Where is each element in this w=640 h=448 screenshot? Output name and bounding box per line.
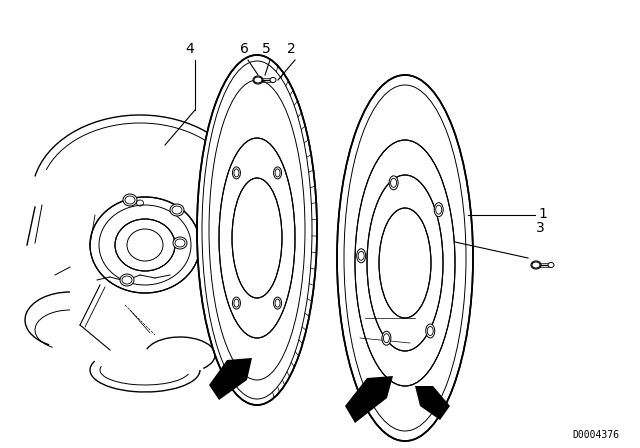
Ellipse shape xyxy=(197,55,317,405)
Ellipse shape xyxy=(90,197,200,293)
Ellipse shape xyxy=(337,75,473,441)
Ellipse shape xyxy=(232,167,241,179)
Text: 3: 3 xyxy=(536,221,545,235)
Polygon shape xyxy=(415,386,450,420)
Polygon shape xyxy=(209,358,252,400)
Ellipse shape xyxy=(273,297,282,309)
Text: 5: 5 xyxy=(262,42,270,56)
Ellipse shape xyxy=(123,194,137,206)
Text: 6: 6 xyxy=(239,42,248,56)
Ellipse shape xyxy=(382,331,391,345)
Ellipse shape xyxy=(219,138,295,338)
Ellipse shape xyxy=(273,167,282,179)
Polygon shape xyxy=(345,376,393,423)
Ellipse shape xyxy=(120,274,134,286)
Ellipse shape xyxy=(531,261,541,269)
Ellipse shape xyxy=(379,208,431,318)
Ellipse shape xyxy=(548,263,554,267)
Ellipse shape xyxy=(232,178,282,298)
Text: D0004376: D0004376 xyxy=(572,430,619,440)
Text: 2: 2 xyxy=(287,42,296,56)
Ellipse shape xyxy=(270,78,276,82)
Ellipse shape xyxy=(356,249,365,263)
Ellipse shape xyxy=(115,219,175,271)
Ellipse shape xyxy=(434,202,444,217)
Ellipse shape xyxy=(170,204,184,216)
Ellipse shape xyxy=(355,140,455,386)
Text: 4: 4 xyxy=(186,42,195,56)
Ellipse shape xyxy=(253,76,263,84)
Ellipse shape xyxy=(173,237,187,249)
Ellipse shape xyxy=(232,297,241,309)
Text: 1: 1 xyxy=(538,207,547,221)
Ellipse shape xyxy=(389,176,398,190)
Ellipse shape xyxy=(367,175,443,351)
Ellipse shape xyxy=(426,324,435,338)
